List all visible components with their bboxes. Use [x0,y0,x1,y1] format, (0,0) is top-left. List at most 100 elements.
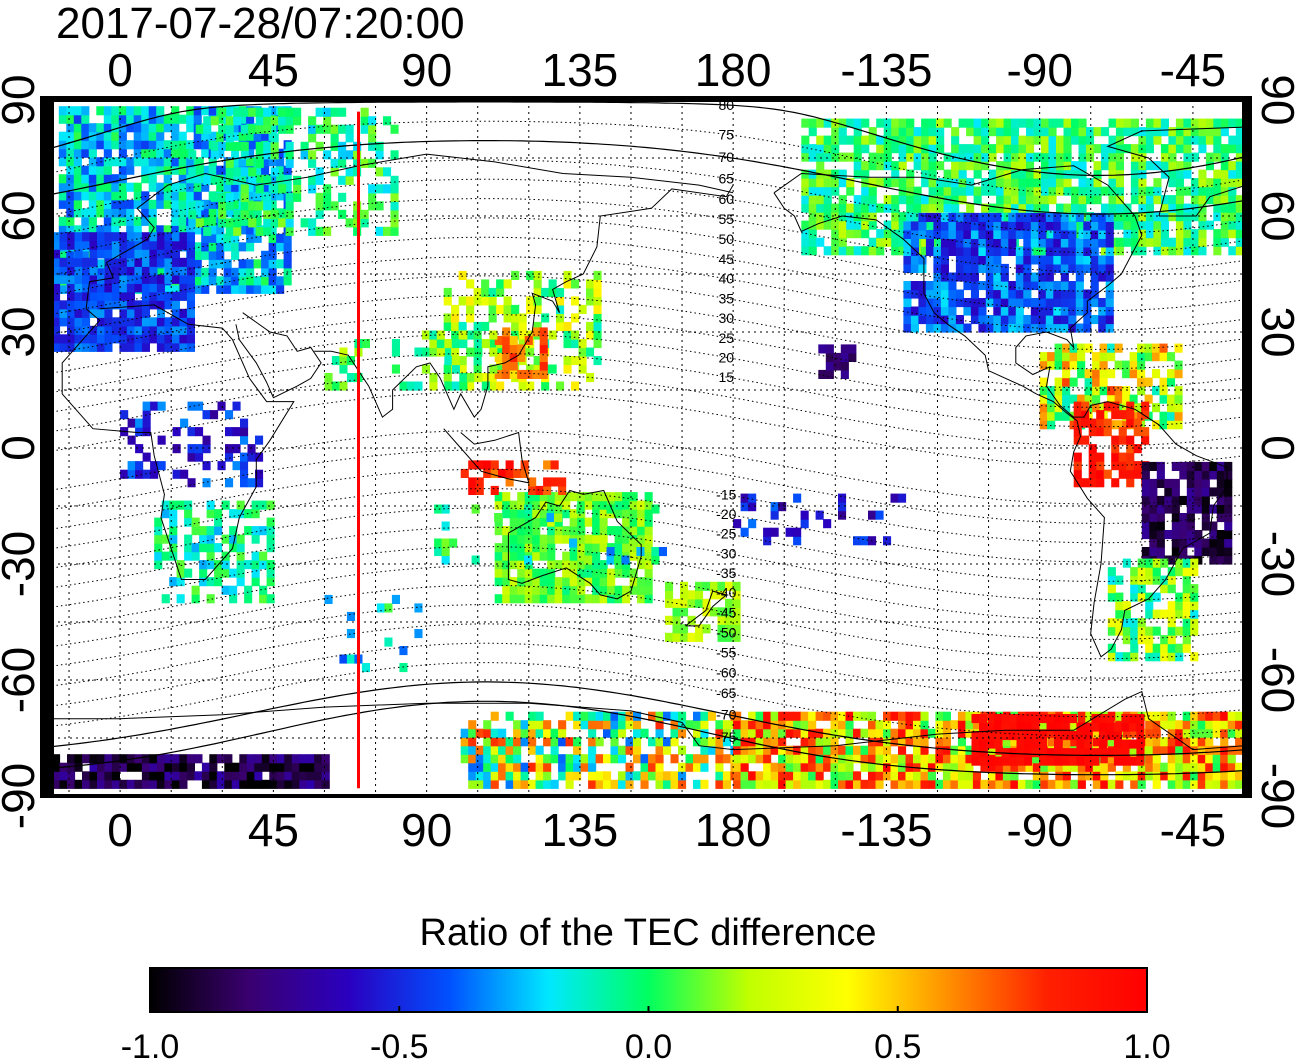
tec-cell [535,728,544,738]
tec-cell [323,116,332,126]
tec-cell [229,526,238,536]
tec-cell [291,754,300,764]
coastline [507,489,642,600]
tec-cell [186,762,195,772]
tec-cell [315,201,324,211]
tec-cell [1098,298,1107,308]
tec-cell [1213,169,1222,179]
tec-cell [1167,720,1176,730]
tec-cell [475,762,484,772]
tec-cell [963,212,972,222]
tec-cell [1083,739,1092,749]
tec-cell [933,212,942,222]
tec-cell [171,157,180,167]
tec-cell [67,240,76,250]
tec-cell [255,116,264,126]
tec-cell [808,745,817,755]
tec-cell [141,232,150,242]
tec-cell [898,229,907,239]
tec-cell [498,754,507,764]
tec-cell [1149,547,1158,557]
tec-cell [986,739,995,749]
tec-cell [104,291,113,301]
tec-cell [994,756,1003,766]
tec-cell [1098,255,1107,265]
tec-cell [1054,714,1063,724]
tec-cell [985,246,994,256]
tec-cell [193,225,202,235]
tec-cell [59,342,68,352]
tec-cell [831,237,840,247]
tec-cell [502,492,511,502]
tec-cell [1081,435,1090,445]
tec-cell [637,585,646,595]
tec-cell [778,754,787,764]
tec-cell [1171,478,1180,488]
tec-cell [599,585,608,595]
tec-cell [733,519,742,529]
tec-cell [1092,728,1101,738]
tec-cell [940,246,949,256]
tec-cell [134,257,143,267]
tec-cell [1164,495,1173,505]
tec-cell [1030,315,1039,325]
tec-cell [603,728,612,738]
tec-cell [134,342,143,352]
tec-cell [563,339,572,349]
tec-cell [732,632,741,642]
tec-cell [595,754,604,764]
tec-cell [651,504,660,514]
tec-cell [933,289,942,299]
tec-cell [693,779,702,789]
tec-cell [244,585,253,595]
tec-cell [655,711,664,721]
tec-cell [195,158,204,168]
tec-cell [1123,229,1132,239]
tec-cell [488,373,497,383]
tec-cell [74,266,83,276]
tec-cell [1197,754,1206,764]
tec-cell [891,237,900,247]
tec-cell [1130,745,1139,755]
tec-cell [1011,169,1020,179]
tec-cell [186,114,195,124]
tec-cell [468,745,477,755]
tec-cell [1126,444,1135,454]
tec-cell [778,762,787,772]
tec-cell [966,203,975,213]
tec-cell [141,157,150,167]
tec-cell [993,238,1002,248]
tec-cell [603,771,612,781]
tec-cell [259,551,268,561]
tec-cell [693,762,702,772]
tec-cell [637,509,646,519]
tec-cell [221,500,230,510]
tec-cell [1105,255,1114,265]
tec-cell [1062,386,1071,396]
tec-cell [339,654,348,664]
tec-cell [247,452,256,462]
tec-cell [1026,144,1035,154]
tec-cell [1071,118,1080,128]
tec-cell [1046,748,1055,758]
tec-cell [883,161,892,171]
tec-cell [548,364,557,374]
tec-cell [488,313,497,323]
tec-cell [546,513,555,523]
tec-cell [1156,530,1165,540]
tec-cell [248,201,257,211]
tec-cell [1138,229,1147,239]
tec-cell [74,232,83,242]
tec-cell [1126,469,1135,479]
tec-cell [1205,754,1214,764]
tec-cell [845,762,854,772]
tec-cell [1130,178,1139,188]
tec-cell [268,250,277,260]
tec-cell [67,257,76,267]
tec-cell [1152,652,1161,662]
tec-cell [278,218,287,228]
tec-cell [818,369,827,379]
tec-cell [906,186,915,196]
tec-cell [687,615,696,625]
tec-cell [52,342,61,352]
